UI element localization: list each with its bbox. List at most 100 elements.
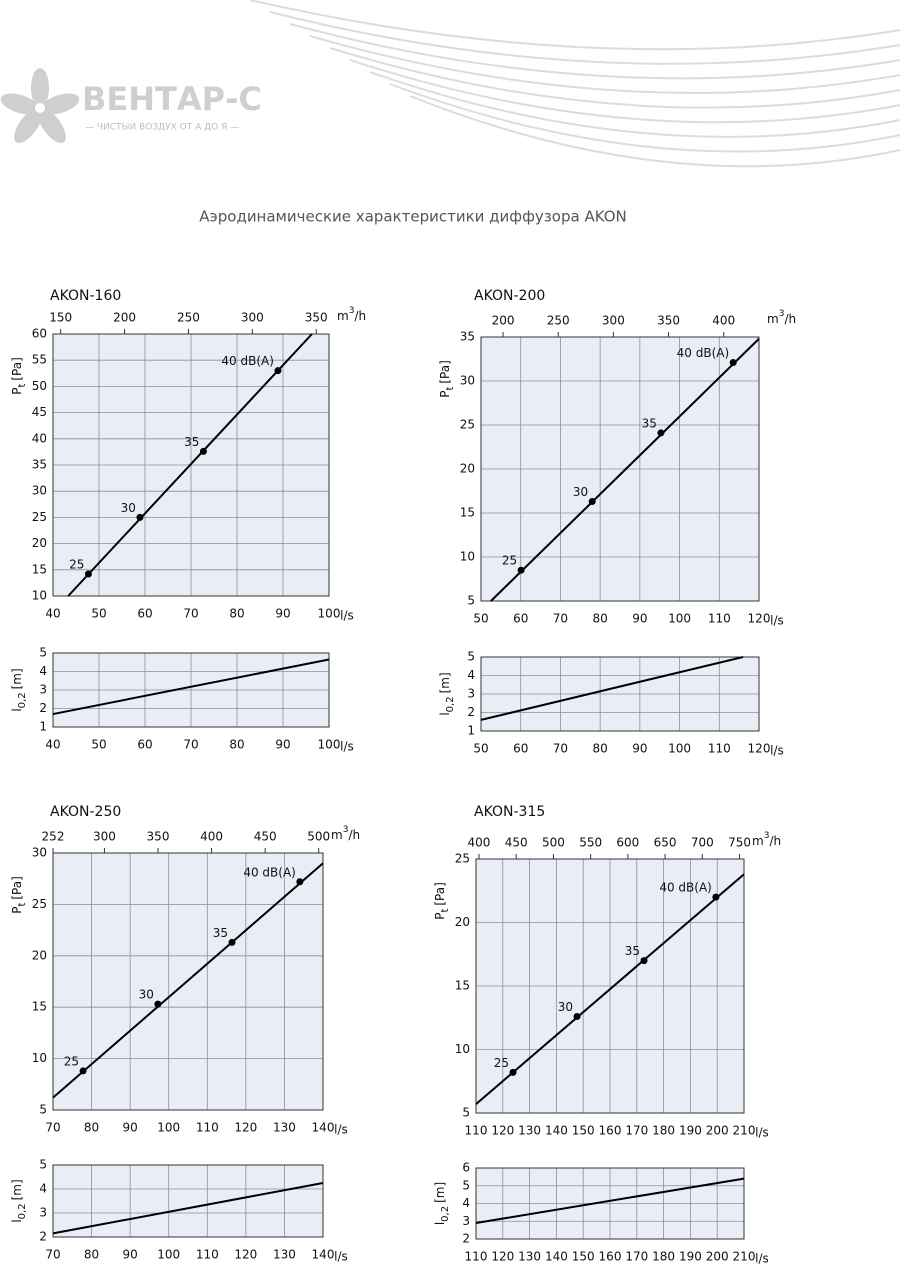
- line: [52, 1182, 324, 1235]
- y-axis-label: l0,2 [m]: [10, 668, 29, 711]
- y-tick-label: 20: [32, 948, 47, 962]
- unit-sup: 3: [779, 309, 785, 319]
- point: [640, 957, 648, 965]
- y-tick-label: 6: [462, 1161, 470, 1175]
- x2-axis-label: m3/h: [767, 309, 796, 326]
- y-axis-label: l0,2 [m]: [438, 672, 457, 715]
- line: [490, 338, 760, 602]
- y-tick-label: 55: [32, 353, 47, 367]
- chart: 50 60 70 80 90 100 110 120 1 2 3 4 5 l/s l0,2 [m]: [438, 650, 784, 758]
- x-tick-label: 70: [553, 612, 568, 626]
- point-label: 30: [573, 485, 588, 499]
- point-label: 35: [642, 416, 657, 430]
- y-axis-label: Pt [Pa]: [10, 876, 29, 914]
- x-tick-label: 60: [513, 742, 528, 756]
- point-label: 40 dB(A): [221, 354, 274, 368]
- x-tick-label: 50: [473, 742, 488, 756]
- y-tick-label: 2: [39, 701, 47, 715]
- unit: /h: [348, 828, 360, 842]
- x-tick-label: 140: [545, 1250, 568, 1264]
- chart: AKON-250 70 80 90 100 110 120 130 140 5 10 15 20 25 30…: [10, 804, 361, 1137]
- plot-frame: [475, 858, 745, 1114]
- y-tick-label: 5: [39, 1158, 47, 1172]
- point: [657, 429, 665, 437]
- point-label: 40 dB(A): [243, 865, 296, 879]
- x-tick-label: 50: [473, 612, 488, 626]
- point: [154, 1000, 162, 1008]
- x-tick-label: 200: [706, 1124, 729, 1138]
- y-tick-label: 5: [462, 1178, 470, 1192]
- x-tick-label: 140: [545, 1124, 568, 1138]
- y-tick-label: 30: [32, 484, 47, 498]
- x-tick-label: 140: [312, 1121, 335, 1135]
- x-tick-label: 120: [748, 612, 771, 626]
- y-tick-label: 25: [32, 510, 47, 524]
- y-tick-label: 4: [467, 668, 475, 682]
- unit: m: [767, 312, 779, 326]
- symbol: l: [10, 708, 24, 711]
- x2-tick-label: 300: [241, 311, 264, 325]
- x-tick-label: 60: [513, 612, 528, 626]
- point: [136, 513, 144, 521]
- point-label: 35: [184, 435, 199, 449]
- x2-tick-label: 252: [42, 830, 65, 844]
- chart: 70 80 90 100 110 120 130 140 2 3 4 5 l/s l0,2 [m]: [10, 1158, 348, 1264]
- y-tick-label: 1: [467, 724, 475, 738]
- y-tick-label: 30: [32, 846, 47, 860]
- x-tick-label: 210: [733, 1250, 756, 1264]
- x2-tick-label: 350: [657, 314, 680, 328]
- x2-tick-label: 550: [579, 836, 602, 850]
- x-tick-label: 80: [229, 738, 244, 752]
- point-label: 30: [139, 988, 154, 1002]
- subscript: t: [17, 903, 28, 907]
- x-tick-label: 160: [599, 1250, 622, 1264]
- x2-tick-label: 250: [177, 311, 200, 325]
- x-tick-label: 80: [593, 742, 608, 756]
- y-tick-label: 10: [32, 589, 47, 603]
- x2-axis-label: m3/h: [331, 825, 360, 842]
- symbol: P: [10, 388, 24, 395]
- point-label: 40 dB(A): [677, 346, 730, 360]
- y-tick-label: 3: [39, 683, 47, 697]
- x-tick-label: 70: [183, 607, 198, 621]
- unit: [m]: [438, 672, 452, 693]
- unit: [Pa]: [433, 882, 447, 905]
- x-tick-label: 200: [706, 1250, 729, 1264]
- x-tick-label: 100: [668, 612, 691, 626]
- x2-tick-label: 450: [505, 836, 528, 850]
- line: [67, 333, 313, 597]
- x-tick-label: 130: [518, 1124, 541, 1138]
- x-tick-label: 70: [45, 1121, 60, 1135]
- x2-tick-label: 400: [468, 836, 491, 850]
- subscript: 0,2: [17, 692, 28, 708]
- x-axis-label: l/s: [334, 1250, 348, 1264]
- x-tick-label: 210: [733, 1124, 756, 1138]
- chart-title: AKON-250: [50, 804, 121, 820]
- y-tick-label: 25: [455, 852, 470, 866]
- x-tick-label: 190: [679, 1250, 702, 1264]
- y-tick-label: 15: [460, 506, 475, 520]
- x-tick-label: 120: [491, 1124, 514, 1138]
- x-tick-label: 40: [45, 738, 60, 752]
- x-tick-label: 70: [45, 1248, 60, 1262]
- y-tick-label: 2: [39, 1230, 47, 1244]
- chart: AKON-160 40 50 60 70 80 90 100 10 15 20 25 30 35 40 45 5…: [10, 288, 367, 623]
- line: [52, 862, 324, 1099]
- subscript: 0,2: [17, 1203, 28, 1219]
- plot-frame: [52, 333, 330, 597]
- x-axis-label: l/s: [340, 609, 354, 623]
- chart-title: AKON-160: [50, 288, 121, 304]
- x-tick-label: 80: [229, 607, 244, 621]
- y-tick-label: 50: [32, 379, 47, 393]
- point-label: 35: [625, 944, 640, 958]
- y-tick-label: 1: [39, 720, 47, 734]
- x-tick-label: 130: [273, 1248, 296, 1262]
- y-tick-label: 3: [467, 687, 475, 701]
- point: [228, 938, 236, 946]
- x-axis-label: l/s: [755, 1126, 769, 1140]
- unit: [Pa]: [10, 876, 24, 899]
- x2-tick-label: 200: [492, 314, 515, 328]
- x-tick-label: 110: [465, 1124, 488, 1138]
- unit: [Pa]: [10, 357, 24, 380]
